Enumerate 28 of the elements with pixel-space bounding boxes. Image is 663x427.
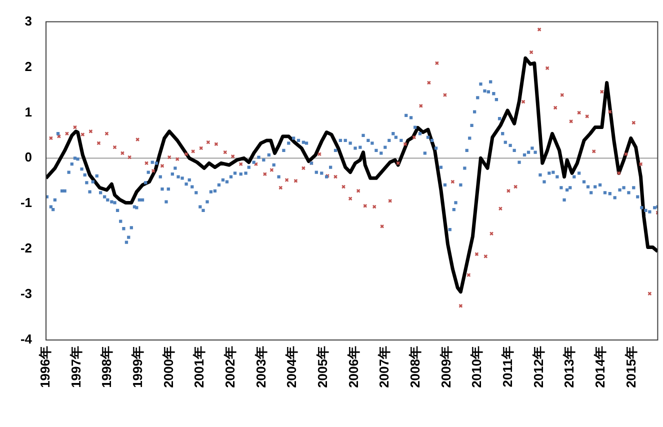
x-tick-label: 2004年 [284,346,300,388]
x-tick-label: 2010年 [469,346,484,388]
x-tick-label: 2008年 [408,346,423,388]
x-tick-label: 2014年 [592,346,608,388]
y-tick-label: 3 [24,13,32,28]
x-tick-label: 2012年 [530,346,546,388]
y-tick-label: 1 [24,104,32,120]
x-tick-label: 2000年 [160,346,176,388]
x-tick-label: 2011年 [500,346,516,388]
x-tick-label: 1996年 [38,346,53,388]
x-tick-label: 2002年 [222,346,238,388]
y-tick-label: -4 [20,332,33,347]
x-tick-label: 1997年 [68,346,84,388]
x-tick-label: 2015年 [623,346,638,388]
y-tick-label: 0 [24,150,32,165]
y-tick-label: -3 [20,286,32,302]
x-tick-label: 2001年 [192,346,207,388]
x-tick-label: 2013年 [562,346,577,388]
x-tick-label: 1999年 [130,346,146,388]
x-tick-label: 2009年 [438,346,454,388]
x-tick-label: 2005年 [315,346,330,388]
x-tick-label: 2003年 [253,346,268,388]
x-tick-label: 2006年 [346,346,361,388]
y-tick-label: -2 [20,240,32,256]
y-tick-label: 2 [24,58,32,74]
x-tick-label: 1998年 [99,346,114,388]
x-tick-label: 2007年 [376,346,392,388]
y-tick-label: -1 [20,195,32,210]
